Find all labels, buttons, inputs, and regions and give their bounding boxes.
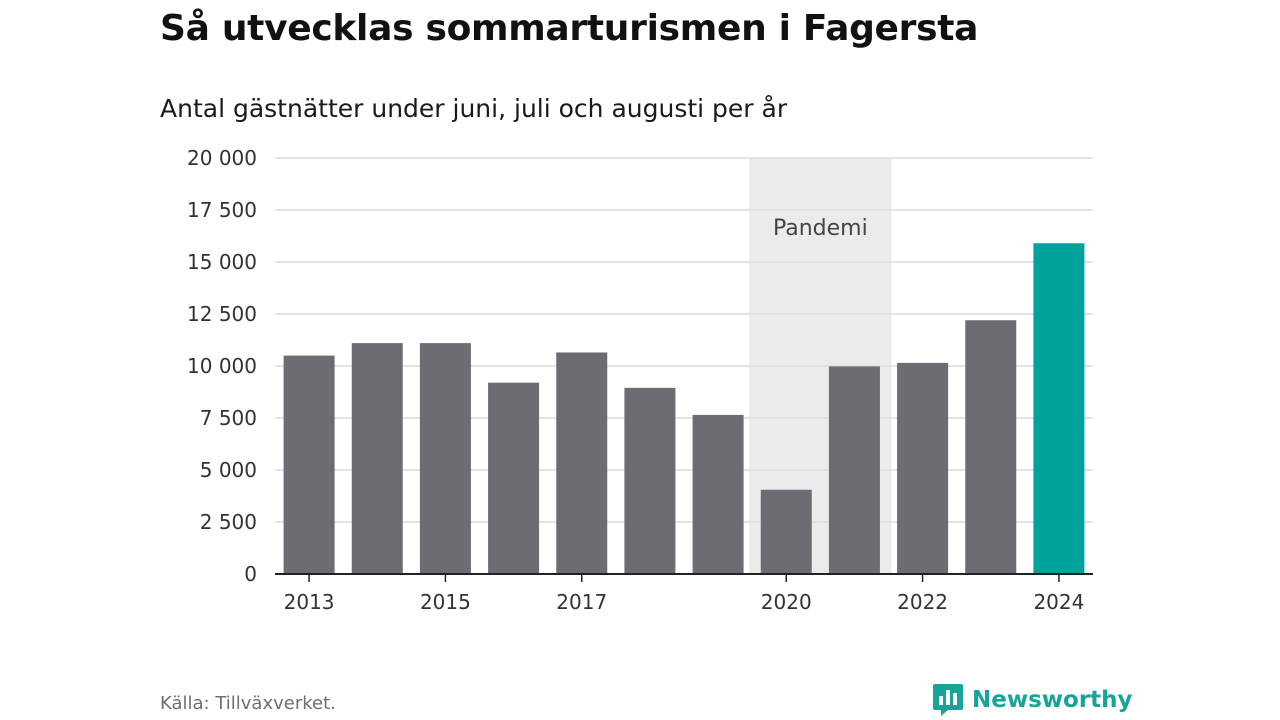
bar-2015: [419, 343, 471, 574]
bar-2023: [965, 320, 1017, 574]
bar-2022: [897, 362, 949, 574]
y-tick-label: 12 500: [187, 302, 257, 326]
x-tick-label: 2020: [761, 590, 812, 614]
pandemic-label: Pandemi: [773, 216, 868, 241]
y-tick-label: 15 000: [187, 250, 257, 274]
source-note: Källa: Tillväxverket.: [160, 693, 336, 714]
brand-name: Newsworthy: [972, 687, 1133, 713]
x-tick-label: 2013: [284, 590, 335, 614]
bar-2017: [556, 352, 608, 574]
bar-2019: [692, 414, 744, 574]
y-tick-label: 0: [244, 562, 257, 586]
chart-subtitle: Antal gästnätter under juni, juli och au…: [160, 94, 788, 123]
bar-2013: [283, 355, 335, 574]
chart-title: Så utvecklas sommarturismen i Fagersta: [160, 8, 979, 49]
bar-2014: [351, 343, 403, 574]
bar-2024: [1033, 243, 1085, 574]
brand-logo: Newsworthy: [932, 683, 1133, 717]
x-tick-label: 2017: [556, 590, 607, 614]
x-tick-label: 2024: [1033, 590, 1084, 614]
y-tick-label: 17 500: [187, 198, 257, 222]
newsworthy-logo-icon: [933, 684, 963, 716]
y-tick-label: 20 000: [187, 146, 257, 170]
bar-2020: [760, 489, 812, 574]
y-tick-label: 10 000: [187, 354, 257, 378]
bar-2018: [624, 387, 676, 574]
bar-2021: [828, 366, 880, 574]
x-tick-label: 2022: [897, 590, 948, 614]
y-tick-label: 7 500: [200, 406, 257, 430]
y-tick-label: 2 500: [200, 510, 257, 534]
bar-2016: [488, 382, 540, 574]
x-tick-label: 2015: [420, 590, 471, 614]
y-tick-label: 5 000: [200, 458, 257, 482]
